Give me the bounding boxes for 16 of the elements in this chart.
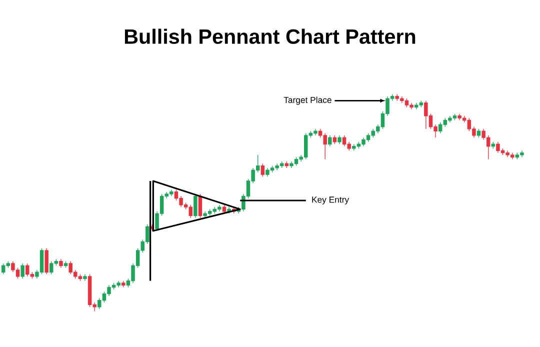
candlestick bbox=[44, 248, 48, 275]
annotation: Target Place bbox=[284, 96, 332, 105]
candlestick bbox=[194, 194, 198, 218]
candlestick bbox=[122, 280, 126, 288]
candlestick bbox=[476, 128, 481, 138]
candlestick bbox=[328, 135, 332, 147]
candlestick bbox=[332, 135, 337, 144]
candlestick bbox=[260, 163, 265, 177]
candlestick bbox=[83, 274, 87, 282]
candlestick bbox=[20, 263, 24, 279]
annotation: Key Entry bbox=[312, 196, 350, 204]
chart-title: Bullish Pennant Chart Pattern bbox=[124, 28, 416, 44]
candlestick bbox=[59, 258, 63, 268]
candlestick bbox=[64, 260, 68, 268]
candlestick bbox=[338, 135, 342, 144]
candlestick bbox=[227, 206, 231, 214]
